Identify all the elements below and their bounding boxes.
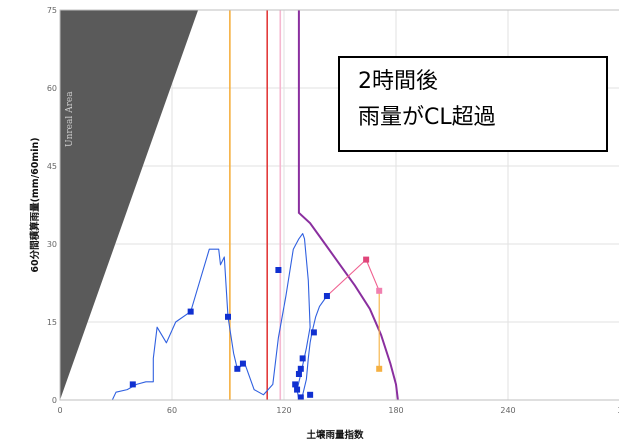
callout-line-1: 2時間後 — [358, 69, 438, 94]
data-point — [297, 365, 304, 372]
x-tick-label: 180 — [388, 406, 403, 415]
data-point — [297, 394, 304, 401]
data-point — [187, 308, 194, 315]
series-line — [326, 259, 380, 297]
data-point — [292, 381, 299, 388]
data-point — [363, 256, 370, 263]
data-point — [294, 386, 301, 393]
cl-curve — [297, 10, 399, 401]
x-tick-label: 3 — [617, 406, 619, 415]
threshold-lines — [229, 10, 282, 400]
x-tick-labels: 0 60 120 180 240 3 — [57, 406, 619, 415]
unreal-area — [60, 10, 199, 400]
unreal-area-label: Unreal Area — [65, 91, 75, 147]
y-axis-title: 60分間積算雨量(mm/60min) — [29, 137, 41, 272]
data-point — [376, 365, 383, 372]
data-point — [307, 391, 314, 398]
y-tick-label: 0 — [52, 396, 57, 405]
data-point — [239, 360, 246, 367]
x-tick-label: 60 — [167, 406, 177, 415]
data-point — [225, 313, 231, 320]
data-point — [234, 365, 241, 372]
data-point — [323, 293, 330, 299]
callout-box: 2時間後 雨量がCL超過 — [338, 56, 608, 152]
y-tick-labels: 0 15 30 45 60 75 — [47, 6, 57, 405]
data-point — [295, 371, 302, 377]
callout-line-2: 雨量がCL超過 — [358, 105, 496, 130]
x-tick-label: 240 — [500, 406, 515, 415]
data-markers — [129, 256, 383, 401]
y-tick-label: 45 — [47, 162, 57, 171]
data-point — [129, 381, 136, 388]
y-tick-label: 15 — [47, 318, 57, 327]
y-tick-label: 75 — [47, 6, 57, 15]
data-point — [376, 287, 383, 294]
series-lines — [111, 233, 380, 401]
data-point — [275, 267, 282, 273]
data-point — [310, 329, 317, 336]
data-point — [299, 355, 306, 362]
x-tick-label: 120 — [276, 406, 291, 415]
plot-frame — [59, 9, 619, 401]
x-tick-label: 0 — [57, 406, 62, 415]
y-tick-label: 60 — [47, 84, 57, 93]
x-axis-title: 土壌雨量指数 — [306, 429, 364, 441]
series-line — [111, 233, 328, 401]
y-tick-label: 30 — [47, 240, 57, 249]
